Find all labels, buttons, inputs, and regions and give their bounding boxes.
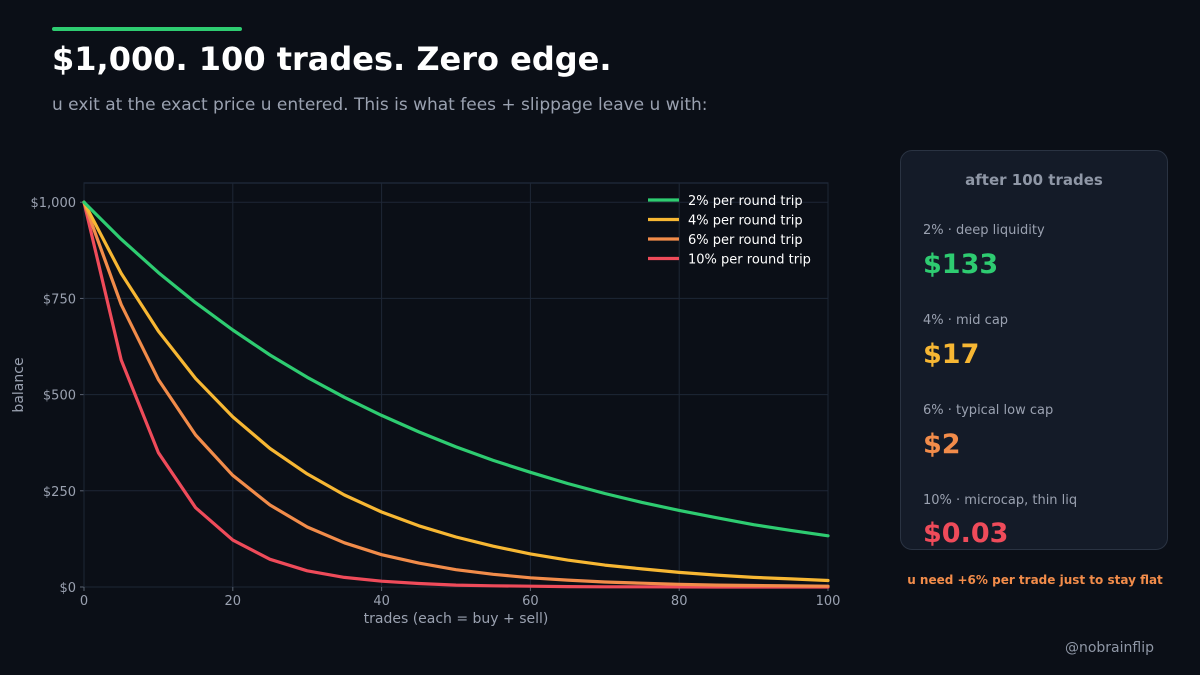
- x-tick-label: 80: [671, 594, 688, 609]
- y-tick-label: $250: [43, 485, 76, 500]
- y-tick-label: $0: [59, 581, 76, 596]
- page-title: $1,000. 100 trades. Zero edge.: [52, 40, 612, 78]
- x-tick-label: 100: [816, 594, 841, 609]
- result-value-4pct: $17: [923, 339, 980, 370]
- y-tick-label: $500: [43, 389, 76, 404]
- result-label-4pct: 4% · mid cap: [923, 313, 1009, 328]
- x-tick-label: 60: [522, 594, 539, 609]
- accent-bar: [52, 27, 242, 31]
- series-line-6pct: [82, 200, 830, 588]
- x-tick-label: 40: [373, 594, 390, 609]
- y-tick-label: $1,000: [31, 196, 77, 211]
- legend-label: 2% per round trip: [688, 194, 803, 209]
- series-line-10pct: [82, 200, 830, 589]
- legend-label: 6% per round trip: [688, 233, 803, 248]
- result-label-2pct: 2% · deep liquidity: [923, 223, 1045, 238]
- result-value-6pct: $2: [923, 429, 961, 460]
- legend-label: 4% per round trip: [688, 214, 803, 229]
- series-line-2pct: [82, 200, 830, 538]
- legend-label: 10% per round trip: [688, 253, 811, 268]
- y-axis-label: balance: [11, 357, 27, 412]
- x-tick-label: 0: [80, 594, 88, 609]
- author-handle: @nobrainflip: [1064, 640, 1154, 656]
- panel-title: after 100 trades: [965, 171, 1103, 189]
- x-tick-label: 20: [225, 594, 242, 609]
- x-axis-label: trades (each = buy + sell): [364, 611, 549, 627]
- series-line-4pct: [82, 200, 830, 583]
- result-label-10pct: 10% · microcap, thin liq: [923, 493, 1078, 508]
- result-label-6pct: 6% · typical low cap: [923, 403, 1054, 418]
- result-value-2pct: $133: [923, 249, 999, 280]
- page-subtitle: u exit at the exact price u entered. Thi…: [52, 95, 708, 115]
- result-value-10pct: $0.03: [923, 518, 1009, 549]
- y-tick-label: $750: [43, 292, 76, 307]
- results-panel: after 100 trades 2% · deep liquidity $13…: [900, 150, 1168, 550]
- breakeven-note: u need +6% per trade just to stay flat: [907, 573, 1163, 587]
- balance-chart: $0 $250 $500 $750 $1,000 0 20 40 60 80 100 trades (…: [11, 182, 841, 627]
